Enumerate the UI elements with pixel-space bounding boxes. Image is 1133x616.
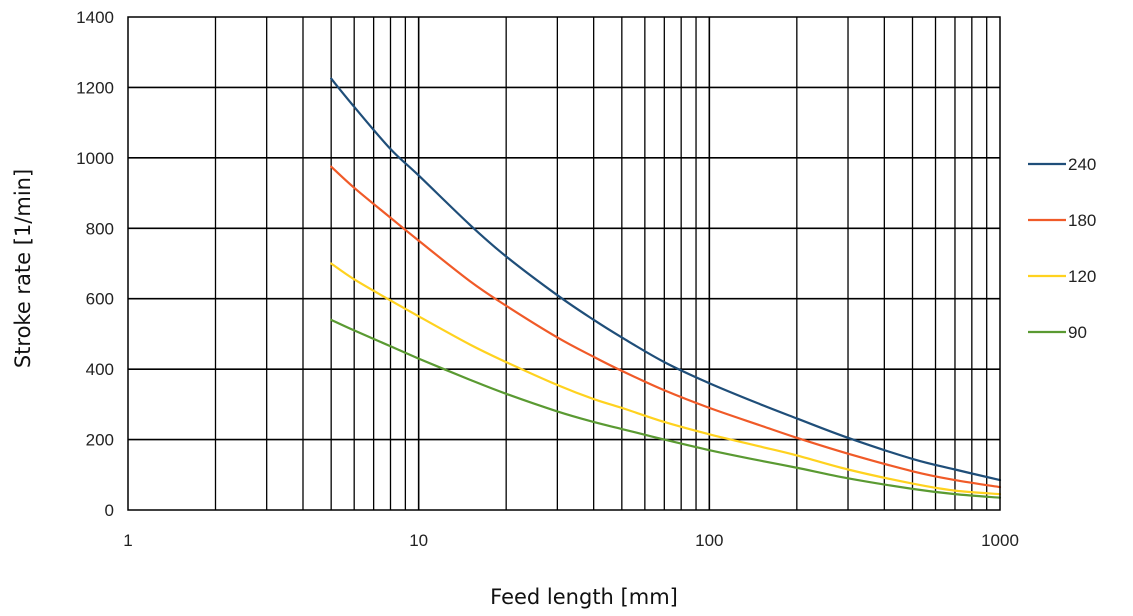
plot-area-border	[127, 16, 1001, 511]
y-tick-label: 1400	[76, 8, 114, 27]
y-tick-label: 400	[86, 360, 114, 379]
x-axis-title: Feed length [mm]	[490, 585, 678, 609]
y-tick-label: 1000	[76, 149, 114, 168]
series-line-90	[330, 318, 1002, 499]
legend-label-120: 120	[1068, 267, 1096, 286]
grid-lines	[128, 17, 1000, 510]
y-axis-title: Stroke rate [1/min]	[11, 169, 35, 368]
x-tick-label: 100	[695, 531, 723, 550]
legend-label-180: 180	[1068, 211, 1096, 230]
series-lines	[330, 77, 1002, 499]
legend-label-90: 90	[1068, 323, 1087, 342]
x-tick-label: 10	[409, 531, 428, 550]
y-tick-label: 200	[86, 431, 114, 450]
x-tick-label: 1000	[981, 531, 1019, 550]
legend-label-240: 240	[1068, 155, 1096, 174]
y-axis-ticks: 0 200 400 600 800 1000 1200 1400	[76, 8, 114, 520]
legend: 240 180 120 90	[1028, 155, 1096, 342]
series-line-180	[330, 165, 1002, 489]
y-tick-label: 1200	[76, 78, 114, 97]
series-line-120	[330, 262, 1002, 496]
y-tick-label: 800	[86, 219, 114, 238]
y-tick-label: 0	[105, 501, 114, 520]
series-line-240	[330, 77, 1002, 482]
y-tick-label: 600	[86, 290, 114, 309]
x-axis-ticks: 1 10 100 1000	[123, 531, 1019, 550]
x-tick-label: 1	[123, 531, 132, 550]
